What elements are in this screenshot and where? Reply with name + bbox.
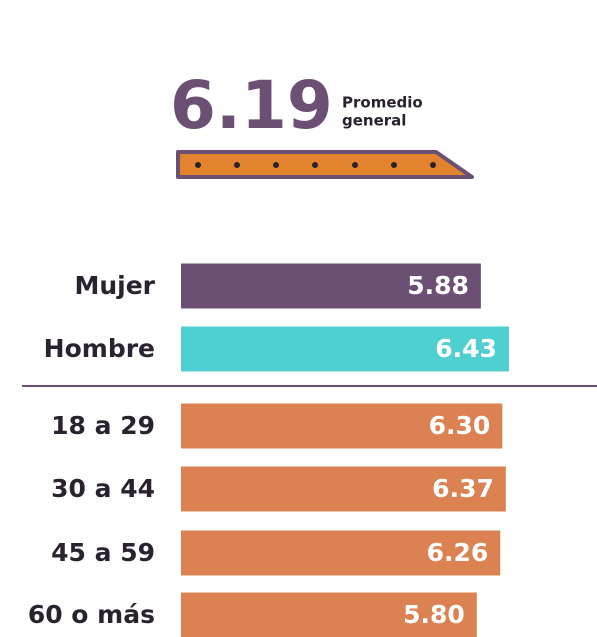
value-label: 5.80 (403, 600, 465, 629)
bar (181, 326, 509, 372)
value-label: 6.37 (432, 474, 494, 503)
bar (181, 466, 506, 512)
value-label: 6.43 (435, 334, 497, 363)
bar (181, 263, 481, 309)
value-label: 6.30 (429, 411, 491, 440)
category-label: 30 a 44 (51, 474, 155, 503)
overall-value: 6.19 (170, 67, 333, 144)
overall-label-line1: Promedio (342, 94, 423, 112)
value-label: 6.26 (427, 538, 489, 567)
bar (181, 403, 503, 449)
bar (181, 530, 501, 576)
category-label: 45 a 59 (51, 538, 155, 567)
category-label: Mujer (74, 271, 155, 300)
category-label: Hombre (44, 334, 155, 363)
category-label: 18 a 29 (51, 411, 155, 440)
bar (181, 592, 477, 637)
category-label: 60 o más (28, 600, 155, 629)
pencil-icon (176, 150, 474, 179)
overall-label-line2: general (342, 112, 406, 130)
value-label: 5.88 (407, 271, 469, 300)
